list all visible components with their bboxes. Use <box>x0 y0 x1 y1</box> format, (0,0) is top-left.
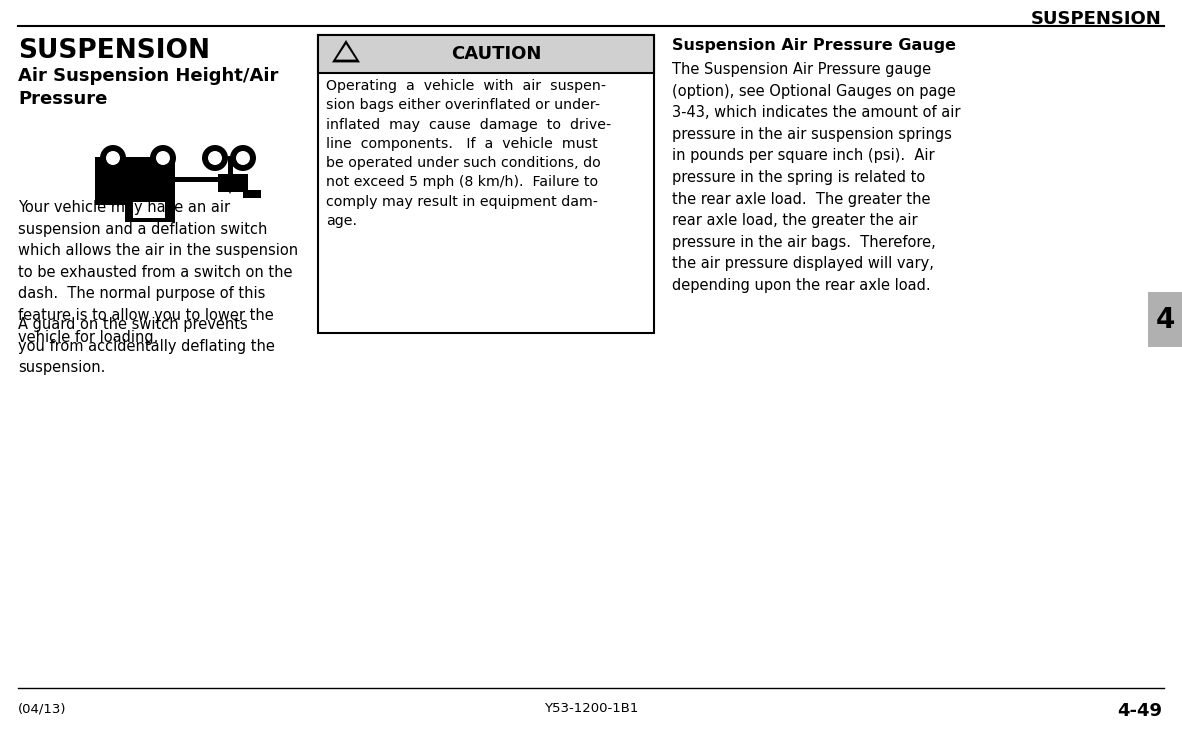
Circle shape <box>236 151 251 165</box>
Text: (04/13): (04/13) <box>18 702 66 715</box>
Text: Suspension Air Pressure Gauge: Suspension Air Pressure Gauge <box>673 38 956 53</box>
Circle shape <box>150 145 176 171</box>
Polygon shape <box>222 176 238 194</box>
Circle shape <box>208 151 222 165</box>
Polygon shape <box>332 40 361 62</box>
Text: CAUTION: CAUTION <box>450 45 541 63</box>
Bar <box>318 35 654 333</box>
Bar <box>243 190 261 198</box>
Circle shape <box>202 145 228 171</box>
Circle shape <box>106 151 121 165</box>
Text: 4: 4 <box>1155 305 1175 334</box>
Text: 4-49: 4-49 <box>1117 702 1162 720</box>
Bar <box>174 177 219 182</box>
Text: SUSPENSION: SUSPENSION <box>18 38 210 64</box>
Text: Y53-1200-1B1: Y53-1200-1B1 <box>544 702 638 715</box>
Bar <box>318 35 654 73</box>
Bar <box>134 202 165 218</box>
Circle shape <box>100 145 126 171</box>
Bar <box>1148 292 1182 347</box>
Bar <box>227 156 233 176</box>
Bar <box>217 174 248 192</box>
Circle shape <box>230 145 256 171</box>
Bar <box>125 200 175 222</box>
Polygon shape <box>336 44 356 59</box>
Circle shape <box>156 151 170 165</box>
Text: SUSPENSION: SUSPENSION <box>1031 10 1162 28</box>
Text: The Suspension Air Pressure gauge
(option), see Optional Gauges on page
3-43, wh: The Suspension Air Pressure gauge (optio… <box>673 62 961 293</box>
Text: Operating  a  vehicle  with  air  suspen-
sion bags either overinflated or under: Operating a vehicle with air suspen- sio… <box>326 79 611 228</box>
Text: A guard on the switch prevents
you from accidentally deflating the
suspension.: A guard on the switch prevents you from … <box>18 317 275 376</box>
Text: Your vehicle may have an air
suspension and a deflation switch
which allows the : Your vehicle may have an air suspension … <box>18 200 298 345</box>
Bar <box>95 157 175 205</box>
Text: Air Suspension Height/Air
Pressure: Air Suspension Height/Air Pressure <box>18 67 279 108</box>
